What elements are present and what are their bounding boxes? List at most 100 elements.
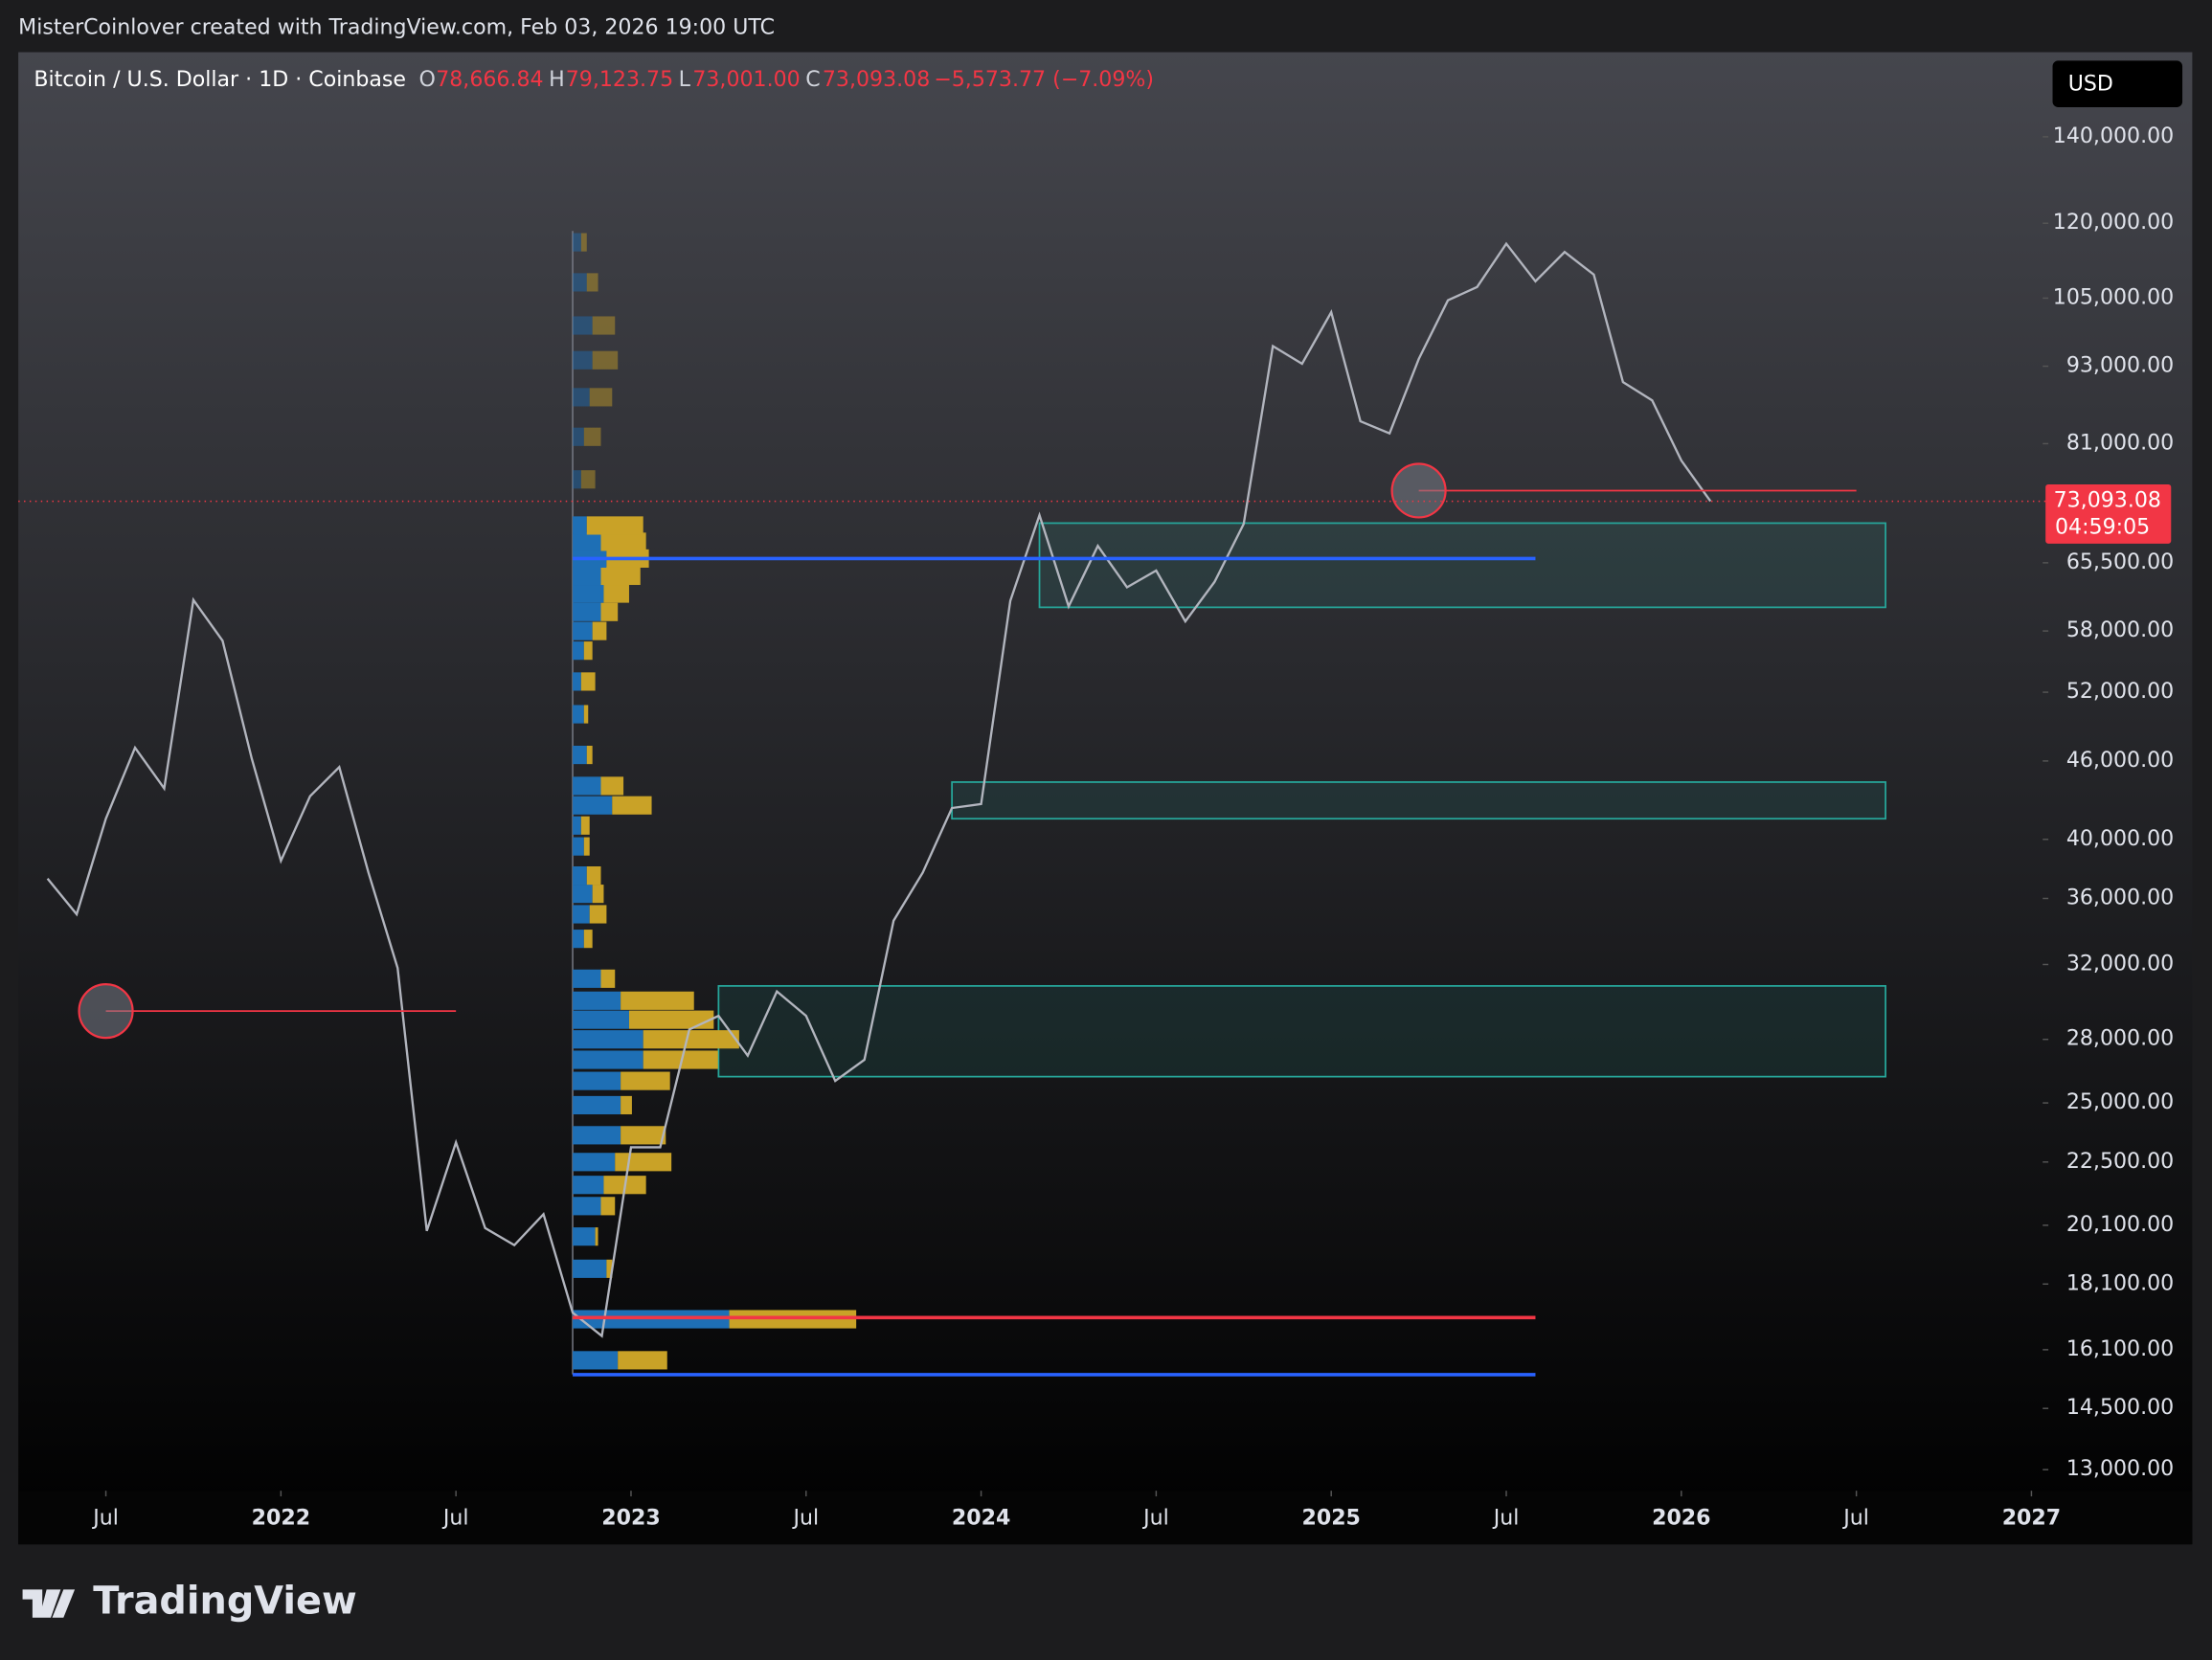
y-tick-label: 28,000.00 [2066,1026,2174,1051]
profile-down [618,1351,667,1370]
legend-label: O [419,67,436,92]
y-tick-label: 93,000.00 [2066,353,2174,378]
profile-down [592,316,616,335]
legend-value: 73,001.00 [692,67,800,92]
profile-down [580,233,587,252]
profile-up [573,969,601,988]
x-tick-label: Jul [441,1506,469,1531]
profile-down [615,1153,672,1172]
profile-down [592,621,607,640]
profile-down [600,776,624,796]
profile-up [573,1030,643,1049]
y-tick-label: 65,500.00 [2066,550,2174,574]
profile-down [580,816,590,835]
profile-up [573,796,613,815]
profile-down [600,969,616,988]
profile-up [573,233,581,252]
y-tick-label: 20,100.00 [2066,1212,2174,1237]
chart-pane [18,52,2193,1545]
profile-down [600,532,646,551]
legend-value: 73,093.08 [823,67,930,92]
profile-down [612,796,652,815]
y-tick-label: 36,000.00 [2066,885,2174,909]
y-tick-label: 16,100.00 [2066,1336,2174,1361]
profile-up [573,602,601,621]
x-tick-label: Jul [1141,1506,1169,1531]
profile-up [573,516,587,535]
profile-up [573,470,581,489]
currency[interactable]: USD [2068,71,2113,96]
profile-down [586,745,593,765]
legend-label: C [805,67,820,92]
profile-up [573,566,601,586]
y-tick-label: 120,000.00 [2053,210,2174,235]
profile-up [573,1071,621,1090]
y-tick-label: 52,000.00 [2066,679,2174,704]
profile-up [573,1095,621,1115]
zone [717,984,1886,1078]
profile-up [573,427,584,446]
profile-up [573,584,604,603]
profile-up [573,532,601,551]
profile-up [573,1197,601,1216]
y-tick-label: 32,000.00 [2066,951,2174,976]
profile-down [621,991,694,1010]
profile-down [586,516,643,535]
profile-up [573,388,590,407]
profile-down [583,641,593,661]
y-tick-label: 22,500.00 [2066,1149,2174,1174]
profile-up [573,1259,607,1278]
x-tick-label: Jul [1841,1506,1869,1531]
y-tick-label: 13,000.00 [2066,1456,2174,1481]
price-line [46,241,1712,1338]
last-price-label: 73,093.08 [2054,488,2161,513]
profile-up [573,705,584,724]
y-tick-label: 46,000.00 [2066,748,2174,773]
x-tick-label: Jul [791,1506,819,1531]
x-tick-label: Jul [1492,1506,1520,1531]
y-tick-label: 18,100.00 [2066,1270,2174,1295]
profile-up [573,350,593,370]
profile-up [573,1050,643,1069]
profile-down [580,672,596,691]
y-tick-label: 105,000.00 [2053,284,2174,309]
profile-down [600,566,641,586]
profile-down [621,1095,632,1115]
x-tick-label: Jul [91,1506,119,1531]
profile-up [573,1010,629,1029]
zone [1038,522,1886,609]
profile-down [583,705,589,724]
profile-down [628,1010,714,1029]
y-tick-label: 40,000.00 [2066,826,2174,851]
y-tick-label: 14,500.00 [2066,1395,2174,1420]
profile-up [573,991,621,1010]
profile-up [573,273,587,292]
profile-down [580,470,596,489]
profile-up [573,905,590,924]
x-tick-label: 2023 [601,1506,660,1531]
profile-up [573,621,593,640]
y-tick-label: 140,000.00 [2053,123,2174,148]
y-tick-label: 58,000.00 [2066,617,2174,642]
profile-down [583,427,601,446]
profile-up [573,837,584,856]
profile-down [643,1030,739,1049]
plot [18,231,2046,1377]
brand-logo [22,1589,76,1618]
profile-down [589,905,607,924]
profile-up [573,865,587,886]
profile-up [573,816,581,835]
profile-up [573,1351,619,1370]
profile-down [586,865,601,886]
legend-value: 79,123.75 [566,67,673,92]
profile-down [600,602,619,621]
currency-button[interactable] [2052,60,2183,107]
profile-down [643,1050,718,1069]
header: MisterCoinlover created with TradingView… [18,14,775,39]
legend-label: L [679,67,691,92]
profile-down [583,930,593,949]
profile-down [595,1227,598,1246]
profile-up [573,1176,604,1195]
profile-down [586,273,598,292]
